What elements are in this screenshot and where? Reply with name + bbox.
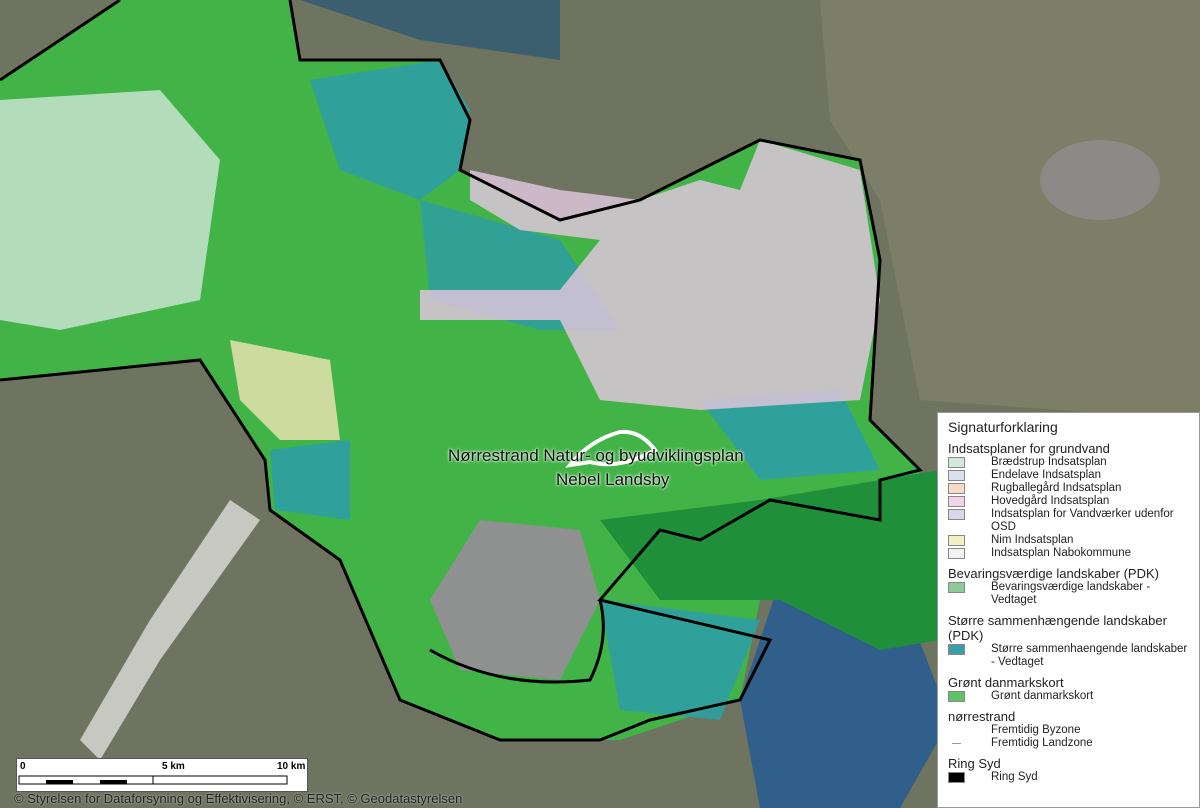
legend-swatch: [948, 691, 965, 702]
legend-item-label: Indsatsplan Nabokommune: [991, 547, 1131, 559]
town-east: [1040, 140, 1160, 220]
teal-landscape-west: [270, 440, 350, 520]
legend-group-heading: Større sammenhængende landskaber (PDK): [948, 613, 1167, 643]
legend-group-heading: Indsatsplaner for grundvand: [948, 441, 1110, 456]
attribution: © Styrelsen for Dataforsyning og Effekti…: [14, 791, 463, 806]
legend-item-label: Fremtidig Landzone: [991, 737, 1093, 749]
legend-item-label: Endelave Indsatsplan: [991, 469, 1101, 481]
legend-item-label: Fremtidig Byzone: [991, 724, 1081, 736]
legend-item: Hovedgård Indsatsplan: [948, 495, 1189, 508]
teal-landscape-east: [700, 390, 880, 480]
legend-item: Endelave Indsatsplan: [948, 469, 1189, 482]
legend-item-label: Større sammenhaengende landskaber - Vedt…: [991, 643, 1188, 668]
legend-item-label: Brædstrup Indsatsplan: [991, 456, 1107, 468]
legend-swatch: [948, 548, 965, 559]
legend-item: Fremtidig Landzone: [948, 737, 1189, 750]
legend-item-label: Nim Indsatsplan: [991, 534, 1074, 546]
legend-swatch: [948, 582, 965, 593]
legend-item: Indsatsplan Nabokommune: [948, 547, 1189, 560]
map-label-plan: Nørrestrand Natur- og byudviklingsplan: [448, 446, 744, 465]
legend-swatch: [948, 470, 965, 481]
map-label-place: Nebel Landsby: [556, 470, 670, 489]
legend-group-heading: nørrestrand: [948, 709, 1016, 724]
legend-group-heading: Ring Syd: [948, 756, 1001, 771]
legend-item: Fremtidig Byzone: [948, 724, 1189, 737]
legend-item-label: Ring Syd: [991, 771, 1038, 783]
legend-item: Ring Syd: [948, 771, 1189, 784]
legend-panel: Signaturforklaring Indsatsplaner for gru…: [937, 412, 1200, 808]
legend-title: Signaturforklaring: [948, 419, 1058, 435]
legend-swatch: [948, 496, 965, 507]
scale-bar-graphic: [18, 775, 288, 785]
legend-item: Nim Indsatsplan: [948, 534, 1189, 547]
legend-swatch: [948, 509, 965, 520]
water-north: [300, 0, 560, 60]
legend-swatch: [948, 772, 965, 783]
legend-item: Grønt danmarkskort: [948, 690, 1189, 703]
teal-landscape-south: [600, 600, 760, 720]
legend-item: Rugballegård Indsatsplan: [948, 482, 1189, 495]
scale-tick-5: 5 km: [162, 761, 185, 772]
legend-group-heading: Grønt danmarkskort: [948, 675, 1064, 690]
legend-item: Indsatsplan for Vandværker udenfor OSD: [948, 508, 1189, 534]
legend-item: Brædstrup Indsatsplan: [948, 456, 1189, 469]
legend-item-label: Bevaringsværdige landskaber - Vedtaget: [991, 581, 1151, 606]
legend-swatch: [948, 457, 965, 468]
scale-tick-10: 10 km: [277, 761, 306, 772]
legend-swatch: [948, 483, 965, 494]
municipality-boundary: [0, 0, 923, 742]
noerrestrand-plan-outline: [565, 429, 658, 468]
farmland-east: [820, 0, 1200, 420]
legend-swatch: [948, 644, 965, 655]
legend-item: Større sammenhaengende landskaber - Vedt…: [948, 643, 1189, 669]
legend-item: Bevaringsværdige landskaber - Vedtaget: [948, 581, 1189, 607]
scale-tick-0: 0: [20, 761, 26, 772]
legend-group-heading: Bevaringsværdige landskaber (PDK): [948, 566, 1159, 581]
ring-syd-road: [429, 599, 605, 684]
legend-swatch: [948, 737, 965, 748]
legend-item-label: Hovedgård Indsatsplan: [991, 495, 1110, 507]
nim-indsatsplan-area: [230, 340, 340, 440]
braedstrup-indsatsplan-area: [0, 90, 220, 330]
legend-swatch: [948, 535, 965, 546]
scale-bar: 0 5 km 10 km: [16, 758, 308, 792]
teal-landscape-north: [310, 60, 470, 200]
river-southwest: [80, 500, 260, 760]
legend-item-label: Rugballegård Indsatsplan: [991, 482, 1122, 494]
legend-item-label: Grønt danmarkskort: [991, 690, 1094, 702]
town-area: [430, 520, 600, 680]
legend-item-label: Indsatsplan for Vandværker udenfor OSD: [991, 508, 1174, 533]
